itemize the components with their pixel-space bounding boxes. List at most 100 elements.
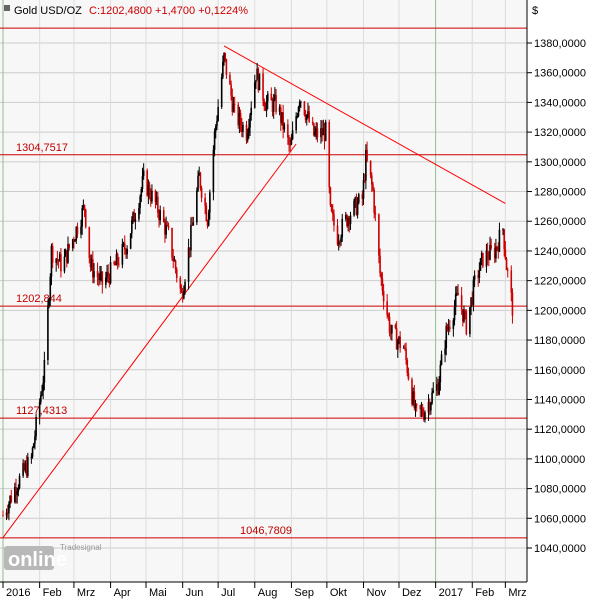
candle xyxy=(297,105,300,118)
candle-body xyxy=(60,254,62,272)
candle xyxy=(473,270,476,288)
candle-body xyxy=(229,74,231,85)
candle-body xyxy=(314,131,316,136)
candle-body xyxy=(323,128,326,141)
candle xyxy=(22,459,24,478)
candle-body xyxy=(32,443,35,448)
candle-body xyxy=(223,53,225,62)
candle-body xyxy=(162,210,165,222)
candle-body xyxy=(413,391,416,409)
candle-body xyxy=(257,68,260,91)
candle xyxy=(305,114,308,126)
candle-body xyxy=(5,512,8,516)
candle xyxy=(106,264,108,283)
candle xyxy=(456,285,458,296)
candle xyxy=(316,122,319,143)
candle xyxy=(40,391,42,405)
candle xyxy=(56,250,59,266)
candle xyxy=(502,227,504,236)
candle xyxy=(100,265,102,282)
candle-body xyxy=(134,219,137,222)
candle-body xyxy=(453,307,456,321)
candle xyxy=(129,233,132,250)
candle-body xyxy=(275,95,277,112)
y-tick-label: 1120,0000 xyxy=(534,424,585,436)
candle xyxy=(75,226,78,244)
candle xyxy=(379,248,381,277)
candle xyxy=(10,489,13,504)
level-label: 1304,7517 xyxy=(16,142,68,154)
candle-body xyxy=(47,305,49,361)
candle-body xyxy=(179,277,182,289)
candle xyxy=(165,216,167,239)
candle-body xyxy=(132,212,134,221)
candle xyxy=(229,72,231,85)
candle xyxy=(207,209,210,227)
candle xyxy=(101,270,104,294)
x-tick-label: Jun xyxy=(186,587,204,599)
candle xyxy=(420,402,423,418)
candle-body xyxy=(374,212,377,215)
candle-body xyxy=(41,391,43,396)
candle xyxy=(504,240,507,261)
candle-body xyxy=(411,379,413,405)
candle xyxy=(382,283,385,310)
candle xyxy=(374,205,377,221)
candle-body xyxy=(262,73,264,101)
candle-body xyxy=(2,515,4,517)
candle xyxy=(266,90,269,110)
x-tick-label: Aug xyxy=(258,587,278,599)
candle-body xyxy=(138,207,140,220)
candle xyxy=(497,242,500,259)
candle xyxy=(486,242,489,266)
candle-body xyxy=(313,123,315,136)
candle xyxy=(25,455,28,478)
candle-body xyxy=(73,239,75,242)
candle-body xyxy=(402,347,405,349)
candle-body xyxy=(146,170,149,196)
candle-body xyxy=(35,417,37,437)
candle-body xyxy=(140,188,143,197)
candle xyxy=(324,119,327,142)
candle-body xyxy=(181,292,184,299)
candle xyxy=(353,198,355,217)
candle xyxy=(80,219,82,239)
candle-body xyxy=(479,258,482,271)
candle xyxy=(354,196,357,208)
candle-body xyxy=(289,144,292,146)
candle xyxy=(485,243,488,273)
candle-body xyxy=(83,205,86,210)
candle-body xyxy=(424,412,426,420)
candle-body xyxy=(253,82,256,108)
candle-body xyxy=(142,170,145,177)
candle-body xyxy=(105,277,107,285)
candle xyxy=(133,208,136,223)
candle-body xyxy=(96,271,99,278)
y-tick-label: 1240,0000 xyxy=(534,246,586,258)
candle xyxy=(253,74,256,109)
candle-body xyxy=(180,288,183,293)
candle-body xyxy=(173,260,176,262)
candle-body xyxy=(256,68,258,81)
candle xyxy=(51,242,54,269)
candle xyxy=(404,343,406,351)
candle-body xyxy=(336,225,339,245)
candle xyxy=(99,265,101,285)
candle xyxy=(206,219,209,229)
candle-body xyxy=(239,112,242,125)
candle xyxy=(9,495,11,509)
candle xyxy=(339,239,341,248)
watermark-brand-top: Tradesignal xyxy=(60,543,102,552)
candle xyxy=(38,398,41,425)
y-tick-label: 1180,0000 xyxy=(534,335,585,347)
candle xyxy=(389,324,392,340)
candle xyxy=(270,87,273,101)
candle xyxy=(68,243,70,251)
x-tick-label: Mai xyxy=(149,587,167,599)
candle-body xyxy=(353,200,355,216)
candle xyxy=(181,287,184,303)
candle-body xyxy=(264,106,267,111)
candle-body xyxy=(396,341,399,350)
candle-body xyxy=(485,250,488,267)
candle xyxy=(265,95,268,118)
